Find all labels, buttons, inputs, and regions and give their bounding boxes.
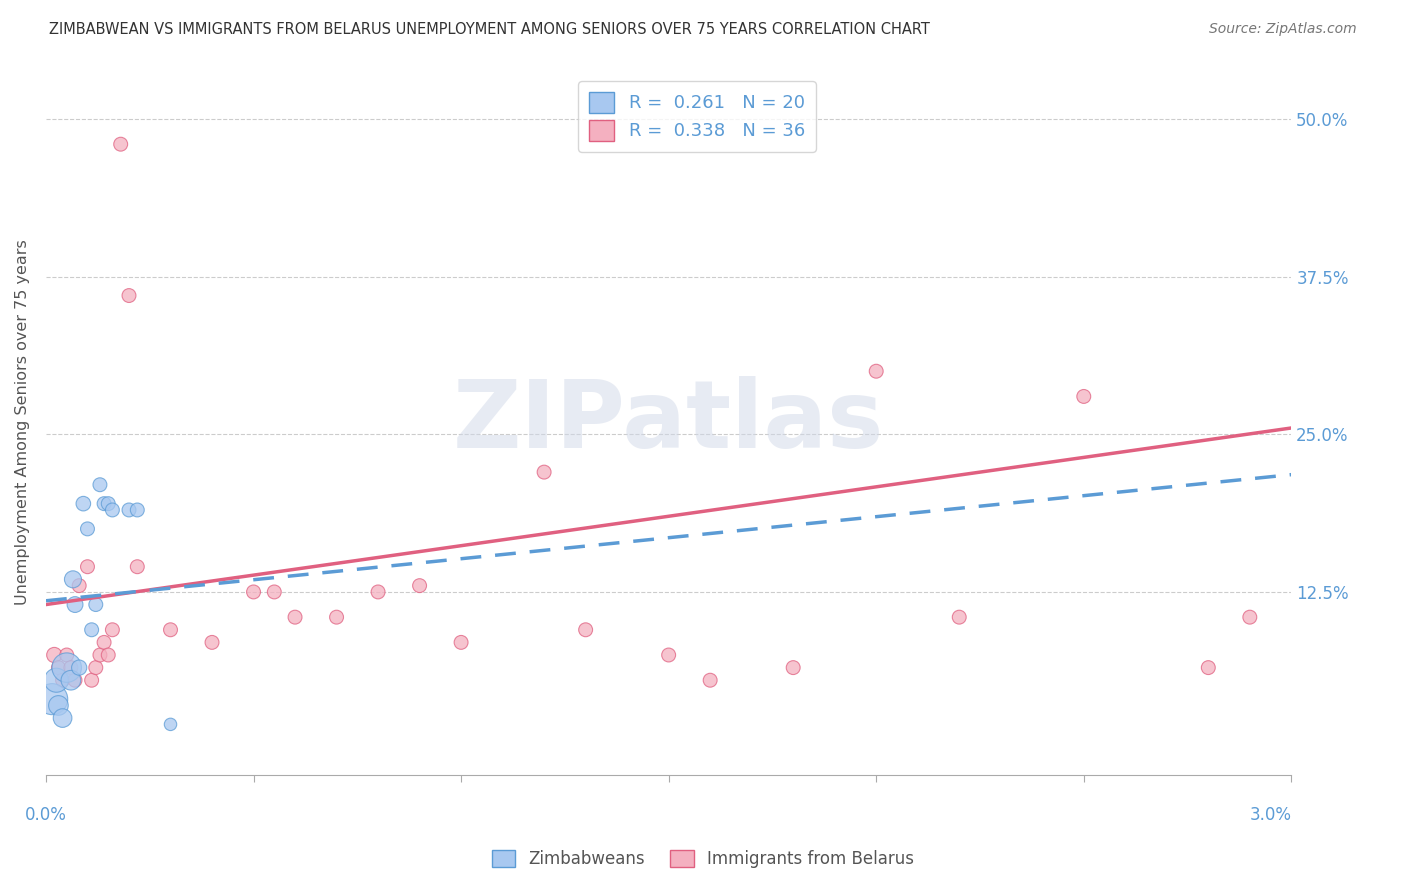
Point xyxy=(865,364,887,378)
Point xyxy=(284,610,307,624)
Point xyxy=(948,610,970,624)
Point xyxy=(59,673,82,688)
Point xyxy=(84,660,107,674)
Text: ZIMBABWEAN VS IMMIGRANTS FROM BELARUS UNEMPLOYMENT AMONG SENIORS OVER 75 YEARS C: ZIMBABWEAN VS IMMIGRANTS FROM BELARUS UN… xyxy=(49,22,931,37)
Point xyxy=(59,660,82,674)
Legend: R =  0.261   N = 20, R =  0.338   N = 36: R = 0.261 N = 20, R = 0.338 N = 36 xyxy=(578,81,815,152)
Text: 3.0%: 3.0% xyxy=(1250,806,1291,824)
Point xyxy=(97,648,120,662)
Point xyxy=(127,503,149,517)
Point xyxy=(201,635,224,649)
Point xyxy=(127,559,149,574)
Point xyxy=(118,288,141,302)
Point xyxy=(110,137,132,152)
Point xyxy=(699,673,721,688)
Point xyxy=(782,660,804,674)
Point xyxy=(367,585,389,599)
Point xyxy=(84,598,107,612)
Point xyxy=(52,673,75,688)
Point xyxy=(159,623,181,637)
Point xyxy=(450,635,472,649)
Point xyxy=(1239,610,1261,624)
Point xyxy=(55,648,77,662)
Point xyxy=(101,623,124,637)
Point xyxy=(89,477,111,491)
Point xyxy=(242,585,264,599)
Point xyxy=(44,648,66,662)
Text: 0.0%: 0.0% xyxy=(25,806,67,824)
Point xyxy=(89,648,111,662)
Text: Source: ZipAtlas.com: Source: ZipAtlas.com xyxy=(1209,22,1357,37)
Y-axis label: Unemployment Among Seniors over 75 years: Unemployment Among Seniors over 75 years xyxy=(15,239,30,605)
Point xyxy=(63,673,86,688)
Point xyxy=(118,503,141,517)
Point xyxy=(93,497,115,511)
Point xyxy=(159,717,181,731)
Point xyxy=(1073,389,1095,403)
Point xyxy=(80,673,103,688)
Point xyxy=(263,585,285,599)
Point xyxy=(93,635,115,649)
Point xyxy=(48,698,70,713)
Point xyxy=(101,503,124,517)
Point xyxy=(48,660,70,674)
Point xyxy=(67,579,90,593)
Point xyxy=(80,623,103,637)
Point xyxy=(45,673,67,688)
Point xyxy=(76,559,98,574)
Point xyxy=(67,660,90,674)
Legend: Zimbabweans, Immigrants from Belarus: Zimbabweans, Immigrants from Belarus xyxy=(485,843,921,875)
Point xyxy=(62,572,84,586)
Point xyxy=(575,623,598,637)
Point xyxy=(658,648,681,662)
Point xyxy=(533,465,555,479)
Point xyxy=(325,610,347,624)
Point xyxy=(63,598,86,612)
Point xyxy=(97,497,120,511)
Point xyxy=(52,711,75,725)
Point xyxy=(72,497,94,511)
Point xyxy=(1197,660,1219,674)
Point xyxy=(408,579,430,593)
Text: ZIPatlas: ZIPatlas xyxy=(453,376,884,467)
Point xyxy=(55,660,77,674)
Point xyxy=(41,692,63,706)
Point xyxy=(76,522,98,536)
